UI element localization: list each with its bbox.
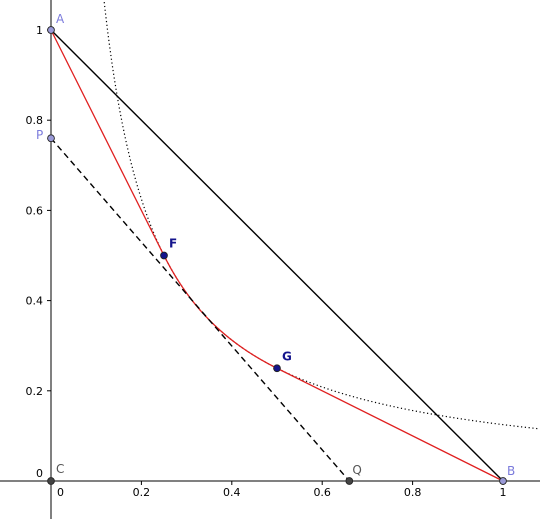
y-tick-label: 0.2 xyxy=(26,385,44,398)
red-arc-fg xyxy=(163,255,278,369)
point-c[interactable] xyxy=(47,477,55,485)
x-tick-label: 0.8 xyxy=(404,486,422,499)
x-tick-label: 0.4 xyxy=(223,486,241,499)
point-label-g: G xyxy=(282,349,292,363)
point-label-c: C xyxy=(56,462,64,476)
y-tick-label: 1 xyxy=(36,24,43,37)
point-label-q: Q xyxy=(352,463,361,477)
y-tick-label: 0.4 xyxy=(26,295,44,308)
x-tick-label: 0.6 xyxy=(313,486,331,499)
curves xyxy=(103,0,540,430)
segment-gb xyxy=(276,367,504,482)
point-g[interactable] xyxy=(273,364,281,373)
segment-pq xyxy=(50,137,350,482)
point-a[interactable] xyxy=(47,26,55,34)
segment-af xyxy=(50,29,165,256)
y-tick-label: 0.8 xyxy=(26,114,44,127)
point-q[interactable] xyxy=(345,477,354,485)
y-tick-label: 0 xyxy=(36,467,43,480)
point-label-b: B xyxy=(507,464,515,478)
point-label-f: F xyxy=(169,237,177,251)
hyperbola-curve xyxy=(103,0,540,430)
x-tick-label: 1 xyxy=(500,486,507,499)
x-tick-label: 0 xyxy=(57,486,64,499)
point-f[interactable] xyxy=(160,251,168,260)
y-tick-label: 0.6 xyxy=(26,204,44,217)
point-label-a: A xyxy=(56,12,65,26)
segment-ab xyxy=(50,29,504,482)
point-b[interactable] xyxy=(499,477,507,485)
labels: A B C P Q F G xyxy=(36,12,515,478)
point-label-p: P xyxy=(36,128,43,142)
point-p[interactable] xyxy=(47,134,55,143)
segments xyxy=(50,29,504,482)
points xyxy=(47,26,507,485)
x-tick-label: 0.2 xyxy=(133,486,151,499)
